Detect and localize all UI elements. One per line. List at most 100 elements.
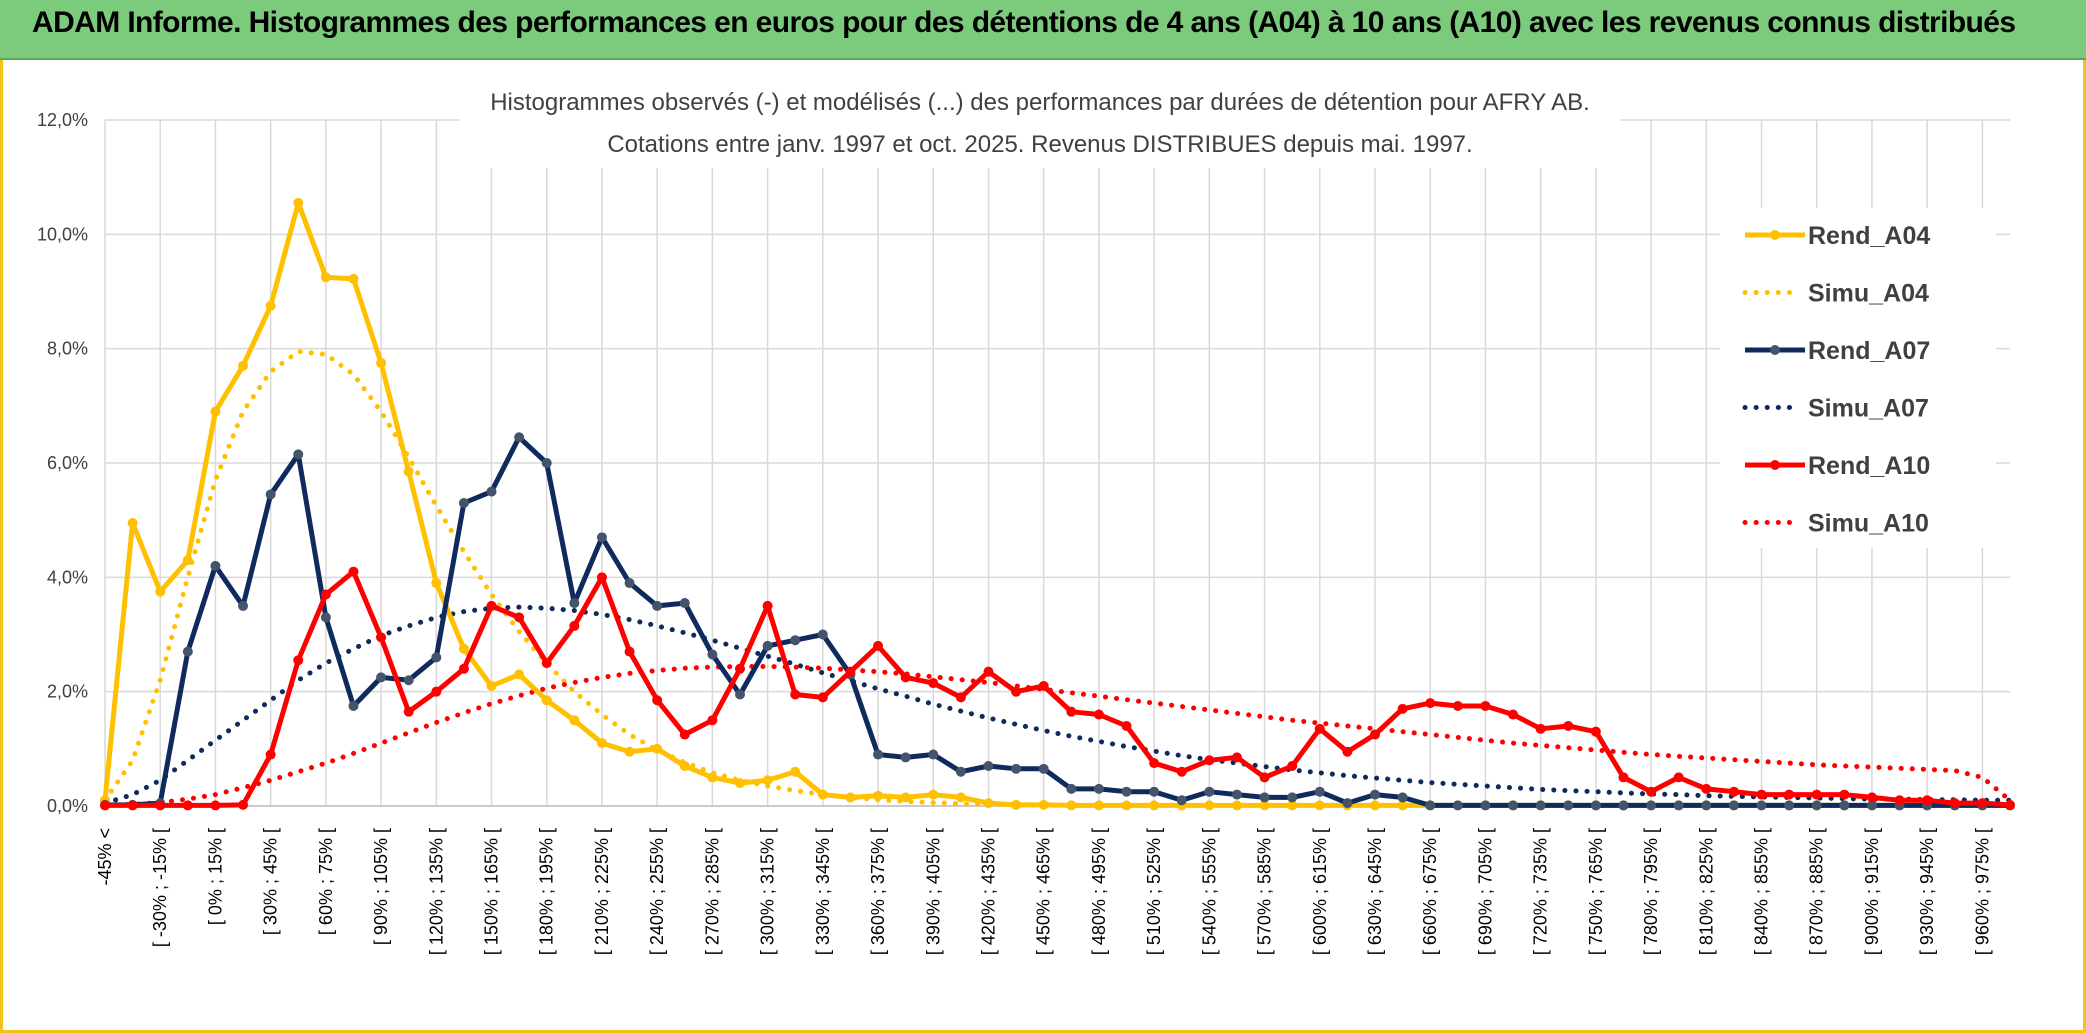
- data-point: [1149, 800, 1160, 811]
- y-axis-ticks: 0,0% 2,0% 4,0% 6,0% 8,0% 10,0% 12,0%: [37, 110, 88, 816]
- data-point: [652, 743, 663, 754]
- legend-item-Simu_A04: Simu_A04: [1742, 280, 1929, 308]
- data-point: [1452, 700, 1463, 711]
- data-point: [376, 672, 387, 683]
- data-point: [431, 686, 442, 697]
- x-tick-label: [ 60% ; 75% [: [316, 828, 336, 935]
- data-point: [376, 357, 387, 368]
- x-tick-label: [ 630% ; 645% [: [1365, 828, 1385, 955]
- x-tick-label: [ 270% ; 285% [: [702, 828, 722, 955]
- legend-marker: [1770, 460, 1780, 470]
- data-point: [486, 680, 497, 691]
- data-point: [707, 649, 718, 660]
- data-point: [2005, 799, 2015, 810]
- data-point: [955, 766, 966, 777]
- data-point: [790, 635, 801, 646]
- data-point: [348, 700, 359, 711]
- data-point: [1563, 720, 1574, 731]
- data-point: [1231, 752, 1242, 763]
- data-point: [569, 620, 580, 631]
- data-point: [1618, 772, 1629, 783]
- data-point: [1673, 772, 1684, 783]
- legend-label: Rend_A10: [1808, 452, 1930, 480]
- x-tick-label: [ 0% ; 15% [: [205, 828, 225, 925]
- data-point: [1342, 798, 1353, 809]
- series-line: [102, 664, 2013, 808]
- legend-marker: [1770, 230, 1780, 240]
- data-point: [1508, 709, 1519, 720]
- data-point: [900, 752, 911, 763]
- data-point: [1480, 800, 1491, 811]
- data-point: [817, 692, 828, 703]
- series-line: [105, 569, 2011, 808]
- x-tick-label: [ 180% ; 195% [: [537, 828, 557, 955]
- data-point: [1535, 723, 1546, 734]
- data-point: [210, 560, 221, 571]
- data-point: [1287, 800, 1298, 811]
- series-line: [105, 434, 2010, 808]
- y-tick-label: 0,0%: [47, 796, 88, 816]
- x-tick-label: [ 330% ; 345% [: [813, 828, 833, 955]
- data-point: [1949, 798, 1960, 809]
- y-tick-label: 8,0%: [47, 339, 88, 359]
- data-point: [596, 572, 607, 583]
- data-point: [1011, 799, 1022, 810]
- x-tick-label: [ 810% ; 825% [: [1696, 828, 1716, 955]
- x-tick-label: [ 150% ; 165% [: [482, 828, 502, 955]
- data-point: [1370, 789, 1380, 800]
- x-tick-label: [ 120% ; 135% [: [426, 828, 446, 955]
- data-point: [1646, 800, 1657, 811]
- data-point: [1618, 800, 1629, 811]
- data-point: [1563, 800, 1574, 811]
- data-point: [127, 518, 138, 529]
- data-point: [873, 790, 884, 801]
- data-point: [928, 678, 939, 689]
- x-tick-label: [ 510% ; 525% [: [1144, 828, 1164, 955]
- x-tick-label: [ 660% ; 675% [: [1420, 828, 1440, 955]
- data-point: [376, 632, 387, 643]
- data-point: [265, 300, 276, 311]
- data-point: [983, 798, 994, 809]
- y-tick-label: 12,0%: [37, 110, 88, 130]
- data-point: [1370, 729, 1380, 740]
- data-point: [1066, 800, 1077, 811]
- data-point: [1701, 783, 1712, 794]
- series-group: [100, 197, 2015, 811]
- data-point: [762, 640, 773, 651]
- x-tick-label: [ 720% ; 735% [: [1531, 828, 1551, 955]
- data-point: [1590, 726, 1601, 737]
- legend-item-Simu_A10: Simu_A10: [1742, 510, 1929, 538]
- data-point: [514, 669, 525, 680]
- data-point: [652, 695, 663, 706]
- data-point: [1784, 789, 1795, 800]
- data-point: [348, 273, 359, 284]
- data-point: [900, 792, 911, 803]
- data-point: [348, 566, 359, 577]
- data-point: [707, 715, 718, 726]
- data-point: [1397, 800, 1408, 811]
- data-point: [1259, 772, 1270, 783]
- x-tick-label: [ 780% ; 795% [: [1641, 828, 1661, 955]
- data-point: [928, 789, 939, 800]
- x-tick-label: [ 540% ; 555% [: [1199, 828, 1219, 955]
- data-point: [1314, 786, 1325, 797]
- data-point: [1121, 800, 1132, 811]
- data-point: [817, 629, 828, 640]
- data-point: [1839, 800, 1850, 811]
- chart-title-line-1: Histogrammes observés (-) et modélisés (…: [490, 89, 1590, 116]
- legend-item-Simu_A07: Simu_A07: [1742, 395, 1929, 423]
- chart-title-line-2: Cotations entre janv. 1997 et oct. 2025.…: [607, 131, 1472, 158]
- data-point: [1342, 746, 1353, 757]
- data-point: [155, 800, 166, 811]
- legend-item-Rend_A10: Rend_A10: [1745, 452, 1930, 480]
- data-point: [1011, 686, 1022, 697]
- series-line: [102, 604, 2013, 806]
- data-point: [1425, 698, 1436, 709]
- data-point: [1922, 795, 1933, 806]
- x-tick-label: [ 960% ; 975% [: [1972, 828, 1992, 955]
- data-point: [983, 760, 994, 771]
- x-tick-label: [ 870% ; 885% [: [1807, 828, 1827, 955]
- data-point: [458, 643, 469, 654]
- data-point: [1066, 706, 1077, 717]
- data-point: [679, 760, 690, 771]
